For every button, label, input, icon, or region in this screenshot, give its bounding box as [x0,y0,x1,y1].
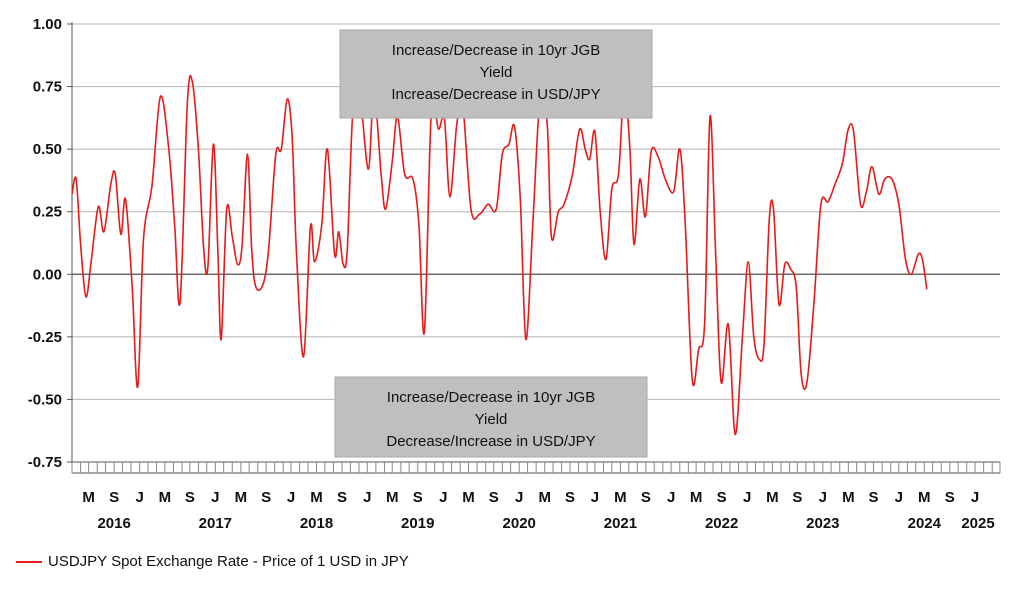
x-year-label: 2016 [97,515,130,532]
x-month-label: S [869,489,879,506]
x-month-label: S [489,489,499,506]
x-month-label: J [667,489,675,506]
x-month-label: J [591,489,599,506]
x-month-label: J [287,489,295,506]
x-month-label: M [842,489,855,506]
x-month-label: S [261,489,271,506]
x-year-label: 2021 [604,515,637,532]
x-month-label: J [211,489,219,506]
y-tick-label: 0.50 [33,141,62,158]
annotation-box [334,376,648,458]
x-year-label: 2024 [908,515,942,532]
x-month-label: S [717,489,727,506]
x-month-label: S [337,489,347,506]
y-tick-label: 0.00 [33,266,62,283]
x-year-label: 2018 [300,515,333,532]
x-month-label: J [819,489,827,506]
x-month-label: S [792,489,802,506]
x-year-label: 2017 [199,515,232,532]
annotation-text: Increase/Decrease in 10yr JGB [392,42,600,59]
y-tick-label: -0.75 [28,454,62,471]
x-month-label: S [641,489,651,506]
annotation-text: Decrease/Increase in USD/JPY [386,433,595,450]
x-year-label: 2023 [806,515,839,532]
y-tick-label: 0.75 [33,79,62,96]
x-month-label: J [515,489,523,506]
legend-swatch [16,560,42,563]
x-month-label: S [185,489,195,506]
x-month-label: M [159,489,172,506]
x-month-label: S [109,489,119,506]
x-axis-tick-labels: M S J M S J M S J M S J M S J M S J M S J M S J M S J M S J M S J M S J2016… [82,489,994,532]
y-tick-label: -0.25 [28,329,62,346]
x-month-label: S [565,489,575,506]
x-month-label: J [363,489,371,506]
x-year-label: 2019 [401,515,434,532]
x-month-label: J [743,489,751,506]
annotations: Increase/Decrease in 10yr JGBYieldIncrea… [334,29,653,458]
legend: USDJPY Spot Exchange Rate - Price of 1 U… [16,553,409,570]
annotation-text: Yield [480,64,513,81]
x-year-label: 2025 [961,515,994,532]
x-month-label: J [971,489,979,506]
x-year-label: 2020 [503,515,536,532]
x-month-label: M [235,489,248,506]
x-month-label: M [310,489,323,506]
annotation-text: Increase/Decrease in USD/JPY [391,86,600,103]
x-month-label: M [766,489,779,506]
annotation-text: Increase/Decrease in 10yr JGB [387,389,595,406]
x-month-label: M [386,489,399,506]
series-line-usdjpy [71,74,928,436]
x-month-label: J [135,489,143,506]
annotation-text: Yield [475,411,508,428]
x-month-label: J [439,489,447,506]
annotation-box [339,29,653,119]
y-tick-label: 1.00 [33,16,62,33]
y-axis-tick-labels: 1.00 0.75 0.50 0.25 0.00 -0.25 -0.50 -0.75 [28,16,62,471]
x-month-label: M [918,489,931,506]
legend-label: USDJPY Spot Exchange Rate - Price of 1 U… [48,553,409,570]
x-month-label: M [462,489,475,506]
x-month-label: M [614,489,627,506]
annotation-upper: Increase/Decrease in 10yr JGB Yield Increa… [339,29,653,119]
y-tick-label: 0.25 [33,204,62,221]
x-year-label: 2022 [705,515,738,532]
x-month-label: S [413,489,423,506]
y-tick-label: -0.50 [28,391,62,408]
annotation-lower: Increase/Decrease in 10yr JGB Yield Decrea… [334,376,648,458]
x-month-label: M [82,489,95,506]
x-month-label: M [538,489,551,506]
x-month-label: J [895,489,903,506]
axes [67,22,1001,474]
series-lines [71,74,928,436]
x-month-label: M [690,489,703,506]
x-month-label: S [945,489,955,506]
